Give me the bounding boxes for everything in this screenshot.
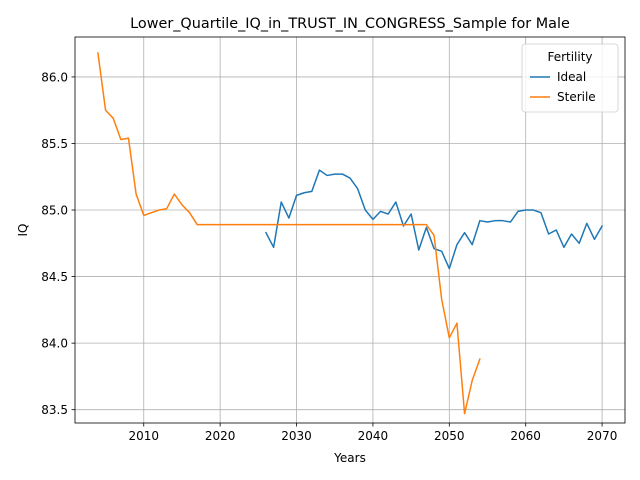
x-axis-label: Years <box>333 451 366 465</box>
y-tick-label: 86.0 <box>41 70 68 84</box>
legend-label-sterile: Sterile <box>557 90 596 104</box>
legend: Fertility Ideal Sterile <box>522 44 618 112</box>
x-tick-label: 2060 <box>510 429 541 443</box>
x-tick-label: 2020 <box>205 429 236 443</box>
legend-title: Fertility <box>547 50 592 64</box>
y-tick-label: 83.5 <box>41 403 68 417</box>
x-tick-label: 2040 <box>358 429 389 443</box>
y-tick-label: 84.5 <box>41 270 68 284</box>
y-tick-label: 84.0 <box>41 337 68 351</box>
y-tick-label: 85.0 <box>41 204 68 218</box>
y-tick-label: 85.5 <box>41 137 68 151</box>
chart-title: Lower_Quartile_IQ_in_TRUST_IN_CONGRESS_S… <box>130 16 570 32</box>
x-tick-label: 2010 <box>128 429 159 443</box>
x-tick-label: 2030 <box>281 429 312 443</box>
x-tick-label: 2070 <box>587 429 618 443</box>
y-axis-label: IQ <box>16 224 30 237</box>
x-tick-label: 2050 <box>434 429 465 443</box>
legend-label-ideal: Ideal <box>557 70 586 84</box>
